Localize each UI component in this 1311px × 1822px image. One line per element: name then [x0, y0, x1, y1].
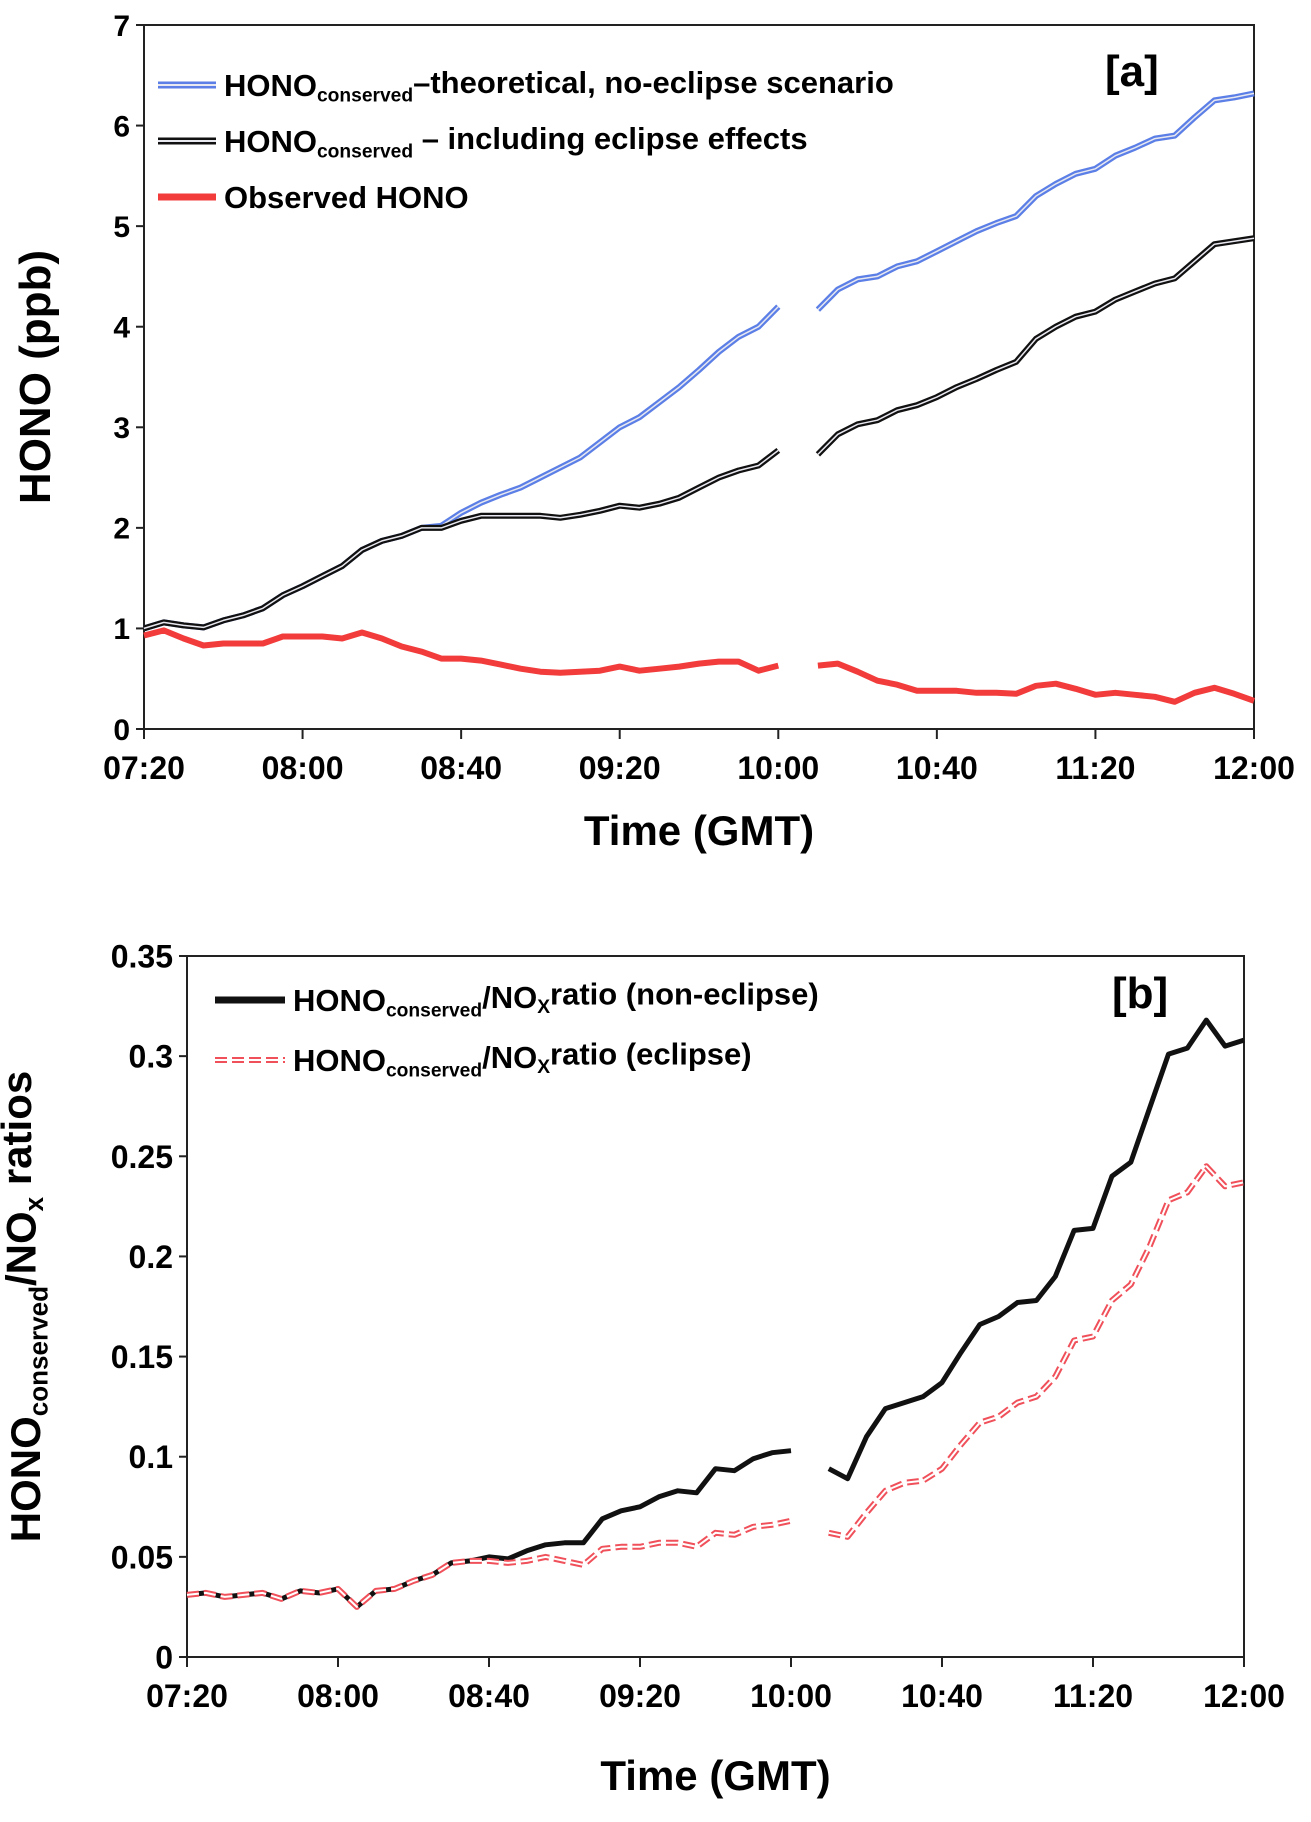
- y-tick-label: 0.3: [129, 1039, 173, 1075]
- x-tick-label: 10:00: [737, 750, 819, 786]
- y-tick-label: 5: [113, 211, 130, 244]
- series-line: [186, 1517, 792, 1610]
- series-line-highlight: [828, 1165, 1245, 1538]
- legend-label: HONOconserved/NOXratio (non-eclipse): [293, 977, 819, 1022]
- y-tick-label: 4: [113, 312, 130, 345]
- legend-label-mid: /NO: [482, 980, 537, 1015]
- y-tick-label: 0.2: [129, 1239, 173, 1275]
- legend-label-sub: conserved: [317, 86, 413, 107]
- x-tick-label: 11:20: [1055, 750, 1135, 786]
- legend-label-rest: –theoretical, no-eclipse scenario: [413, 65, 894, 100]
- series-line: [143, 304, 781, 632]
- y-tick-label: 0: [155, 1640, 173, 1676]
- x-tick-label: 11:20: [1053, 1678, 1133, 1714]
- y-tick-label: 1: [113, 613, 130, 646]
- x-tick-label: 08:40: [420, 750, 502, 786]
- series-line: [815, 90, 1255, 312]
- series-line-highlight: [143, 306, 779, 630]
- plot-frame: [143, 24, 1255, 730]
- series-line: [817, 660, 1255, 705]
- legend-label-main: HONO: [224, 124, 317, 159]
- x-tick-label: 10:00: [750, 1678, 832, 1714]
- series-line: [827, 1017, 1245, 1482]
- legend-label-mid: /NO: [482, 1040, 537, 1075]
- x-tick-label: 08:00: [297, 1678, 379, 1714]
- series-2: Observed HONO: [143, 180, 1255, 705]
- y-axis-label-sub: conserved: [23, 1286, 53, 1416]
- legend-label-sub: conserved: [386, 1061, 482, 1082]
- y-axis-label-mid: /NO: [0, 1211, 45, 1286]
- legend-label-main: Observed HONO: [224, 180, 469, 215]
- series-line-highlight: [817, 92, 1255, 311]
- y-axis-label-main: HONO: [2, 1416, 49, 1542]
- legend-label-main: HONO: [224, 68, 317, 103]
- series-line: [828, 1163, 1245, 1540]
- series-line: [143, 448, 781, 632]
- x-tick-label: 10:40: [901, 1678, 983, 1714]
- legend-label-rest: ratio (eclipse): [550, 1037, 752, 1072]
- x-axis-label: Time (GMT): [600, 1752, 830, 1799]
- panel-label: [b]: [1112, 969, 1168, 1018]
- x-tick-label: 07:20: [146, 1678, 228, 1714]
- series-line: [143, 627, 780, 676]
- x-tick-label: 09:20: [599, 1678, 681, 1714]
- y-axis-label: HONO (ppb): [11, 250, 60, 504]
- y-tick-label: 0.35: [111, 939, 173, 975]
- legend-label-sub: conserved: [317, 142, 413, 163]
- chart-panel-a: 0 1 2 3 4 5 6 7 07:20 08:00 08:40 09:20 10:00 10:40 11…: [11, 10, 1295, 854]
- x-tick-label: 10:40: [896, 750, 978, 786]
- x-tick-label: 12:00: [1203, 1678, 1285, 1714]
- legend-label: HONOconserved–theoretical, no-eclipse sc…: [224, 65, 894, 107]
- y-tick-label: 6: [113, 110, 130, 143]
- y-tick-label: 0.15: [111, 1339, 173, 1375]
- x-tick-label: 09:20: [579, 750, 661, 786]
- y-tick-label: 3: [113, 412, 130, 445]
- x-tick-label: 07:20: [103, 750, 185, 786]
- y-tick-label: 2: [113, 513, 130, 546]
- y-tick-label: 0.05: [111, 1539, 173, 1575]
- legend-label-rest: – including eclipse effects: [413, 121, 808, 156]
- chart-panel-b: 0 0.05 0.1 0.15 0.2 0.25 0.3 0.35 07:20 08:00 08:4…: [0, 939, 1285, 1799]
- series-line-highlight: [817, 237, 1255, 455]
- x-tick-label: 08:40: [448, 1678, 530, 1714]
- y-tick-label: 7: [113, 10, 130, 43]
- y-axis-label: HONOconserved/NOx ratios: [0, 1071, 53, 1542]
- panel-label: [a]: [1105, 47, 1159, 96]
- plot-frame: [186, 955, 1245, 1658]
- legend-label-sub: conserved: [386, 1001, 482, 1022]
- x-tick-label: 08:00: [262, 750, 344, 786]
- series-line-highlight: [143, 449, 779, 630]
- x-axis-label: Time (GMT): [584, 807, 814, 854]
- x-tick-label: 12:00: [1213, 750, 1295, 786]
- legend-label: HONOconserved/NOXratio (eclipse): [293, 1037, 752, 1082]
- y-axis-label-text: HONO (ppb): [11, 250, 60, 504]
- y-tick-label: 0: [113, 714, 130, 747]
- series-1: HONOconserved – including eclipse effect…: [143, 121, 1255, 632]
- y-axis-label-rest: ratios: [0, 1071, 40, 1197]
- legend-label: HONOconserved – including eclipse effect…: [224, 121, 808, 163]
- legend-label-main: HONO: [293, 1043, 386, 1078]
- legend-label-main: HONO: [293, 983, 386, 1018]
- legend-label-sub2: X: [537, 997, 550, 1018]
- legend-label: Observed HONO: [224, 180, 469, 215]
- y-tick-label: 0.1: [129, 1439, 173, 1475]
- series-line: [186, 1448, 792, 1610]
- series-1: HONOconserved/NOXratio (eclipse): [186, 1037, 1245, 1610]
- y-tick-label: 0.25: [111, 1139, 173, 1175]
- legend-label-sub2: X: [537, 1057, 550, 1078]
- series-line-highlight: [186, 1519, 792, 1608]
- legend-label-rest: ratio (non-eclipse): [550, 977, 819, 1012]
- y-axis-label-sub2: x: [19, 1196, 49, 1211]
